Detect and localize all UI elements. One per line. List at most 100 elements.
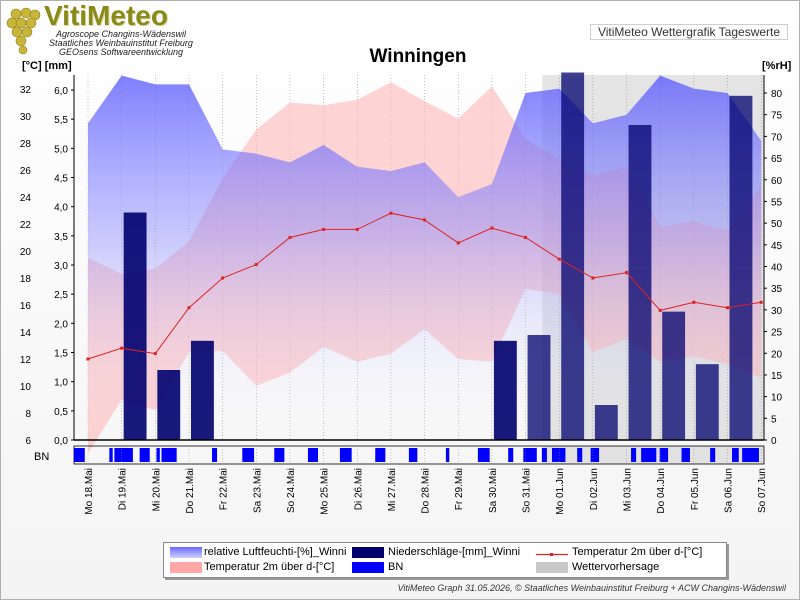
temperature-point-13 xyxy=(524,236,528,239)
wetness-block-12 xyxy=(408,448,418,462)
temp-tick-0: 32 xyxy=(20,85,32,96)
x-tick-11: Fr 29.Mai xyxy=(454,468,465,510)
temperature-point-9 xyxy=(389,211,393,215)
wetness-block-3 xyxy=(139,448,150,462)
temperature-point-12 xyxy=(490,226,494,230)
legend: relative Luftfeuchti-[%]_Winni Niedersch… xyxy=(163,542,727,578)
humidity-tick-9: 35 xyxy=(771,284,783,295)
temperature-point-6 xyxy=(288,236,292,239)
temperature-point-19 xyxy=(726,306,730,310)
humidity-tick-8: 40 xyxy=(771,263,783,274)
temp-tick-9: 14 xyxy=(20,328,32,339)
precip-tick-10: 1,0 xyxy=(54,378,68,389)
wetness-block-22 xyxy=(641,448,657,462)
wetness-block-11 xyxy=(375,448,386,462)
humidity-tick-11: 25 xyxy=(771,328,783,339)
logo-line-1: Agroscope Changins-Wädenswil xyxy=(55,29,187,39)
temperature-point-4 xyxy=(221,276,225,280)
temp-tick-13: 6 xyxy=(25,436,31,447)
temperature-point-1 xyxy=(120,346,124,350)
wetness-block-1 xyxy=(109,448,113,462)
x-tick-3: Do 21.Mai xyxy=(185,468,196,514)
precip-tick-9: 1,5 xyxy=(54,349,68,360)
x-tick-10: Do 28.Mai xyxy=(421,468,432,514)
humidity-tick-10: 30 xyxy=(771,306,783,317)
precip-tick-3: 4,5 xyxy=(54,174,68,185)
temperature-point-2 xyxy=(153,352,157,356)
humidity-area xyxy=(88,75,762,441)
legend-swatch-temp-range xyxy=(170,562,202,573)
temp-tick-4: 24 xyxy=(20,193,32,204)
temp-tick-11: 10 xyxy=(20,382,32,393)
wetness-block-6 xyxy=(212,448,218,462)
temp-tick-1: 30 xyxy=(20,112,32,123)
precip-tick-1: 5,5 xyxy=(54,115,68,126)
wetness-block-26 xyxy=(732,448,739,462)
precip-bar-10 xyxy=(729,95,753,440)
chart-title: Winningen xyxy=(369,46,467,67)
humidity-tick-1: 75 xyxy=(771,111,783,122)
temp-tick-7: 18 xyxy=(20,274,32,285)
humidity-tick-0: 80 xyxy=(771,89,783,100)
precip-bar-7 xyxy=(628,125,652,440)
temperature-point-20 xyxy=(759,300,763,304)
logo-title: VitiMeteo xyxy=(44,0,168,31)
temp-tick-2: 28 xyxy=(20,139,32,150)
x-tick-6: So 24.Mai xyxy=(286,468,297,513)
legend-precip: Niederschläge-[mm]_Winni xyxy=(388,546,521,558)
precip-bar-5 xyxy=(561,72,585,440)
legend-swatch-precip xyxy=(352,547,384,558)
x-tick-18: Fr 05.Jun xyxy=(690,468,701,510)
precip-bar-8 xyxy=(662,311,686,440)
precip-bar-6 xyxy=(594,405,618,440)
wetness-block-25 xyxy=(710,448,716,462)
precip-tick-5: 3,5 xyxy=(54,232,68,243)
right-axis-label: [%rH] xyxy=(762,60,792,72)
wetness-block-20 xyxy=(590,448,600,462)
temp-tick-6: 20 xyxy=(20,247,32,258)
wetness-block-13 xyxy=(445,448,450,462)
chart-plot: [°C] [mm] [%rH] 32 30 28 26 24 22 20 18 16 14 12 10 8 6… xyxy=(20,60,792,515)
humidity-tick-4: 60 xyxy=(771,176,783,187)
temperature-point-7 xyxy=(322,227,326,231)
humidity-tick-7: 45 xyxy=(771,241,783,252)
humidity-tick-14: 10 xyxy=(771,393,783,404)
legend-humidity: relative Luftfeuchti-[%]_Winni xyxy=(204,546,347,558)
temperature-point-15 xyxy=(591,276,595,280)
temperature-point-5 xyxy=(254,263,258,266)
wetness-block-14 xyxy=(477,448,490,462)
temperature-point-17 xyxy=(658,308,662,312)
wetness-block-15 xyxy=(508,448,514,462)
wetness-block-16 xyxy=(523,448,537,462)
humidity-tick-13: 15 xyxy=(771,371,783,382)
precip-bar-3 xyxy=(493,340,517,440)
wetness-block-4 xyxy=(156,448,160,462)
precip-tick-6: 3,0 xyxy=(54,261,68,272)
humidity-tick-2: 70 xyxy=(771,132,783,143)
precip-tick-2: 5,0 xyxy=(54,144,68,155)
wetness-block-10 xyxy=(339,448,352,462)
grape-icon xyxy=(6,7,41,55)
x-tick-1: Di 19.Mai xyxy=(118,468,129,510)
precip-tick-4: 4,0 xyxy=(54,203,68,214)
x-tick-13: So 31.Mai xyxy=(522,468,533,513)
legend-temp-range: Temperatur 2m über d-[°C] xyxy=(204,561,335,573)
humidity-tick-6: 50 xyxy=(771,219,783,230)
graph-type-label: VitiMeteo Wettergrafik Tageswerte xyxy=(590,24,788,40)
legend-swatch-wetness xyxy=(352,562,384,573)
x-tick-4: Fr 22.Mai xyxy=(219,468,230,510)
legend-temp-mean: Temperatur 2m über d-[°C] xyxy=(572,546,703,558)
precip-tick-7: 2,5 xyxy=(54,290,68,301)
wetness-block-18 xyxy=(551,448,566,462)
legend-swatch-temp-mean xyxy=(536,547,568,558)
precip-bar-2 xyxy=(190,340,214,440)
x-tick-14: Mo 01.Jun xyxy=(555,468,566,515)
logo-line-3: GEOsens Softwareentwicklung xyxy=(58,47,184,57)
temp-tick-3: 26 xyxy=(20,166,32,177)
wetness-block-19 xyxy=(577,448,583,462)
precip-tick-11: 0,5 xyxy=(54,407,68,418)
wetness-block-9 xyxy=(307,448,319,462)
legend-swatch-forecast xyxy=(536,562,568,573)
temp-tick-10: 12 xyxy=(20,355,32,366)
wetness-block-5 xyxy=(161,448,177,462)
